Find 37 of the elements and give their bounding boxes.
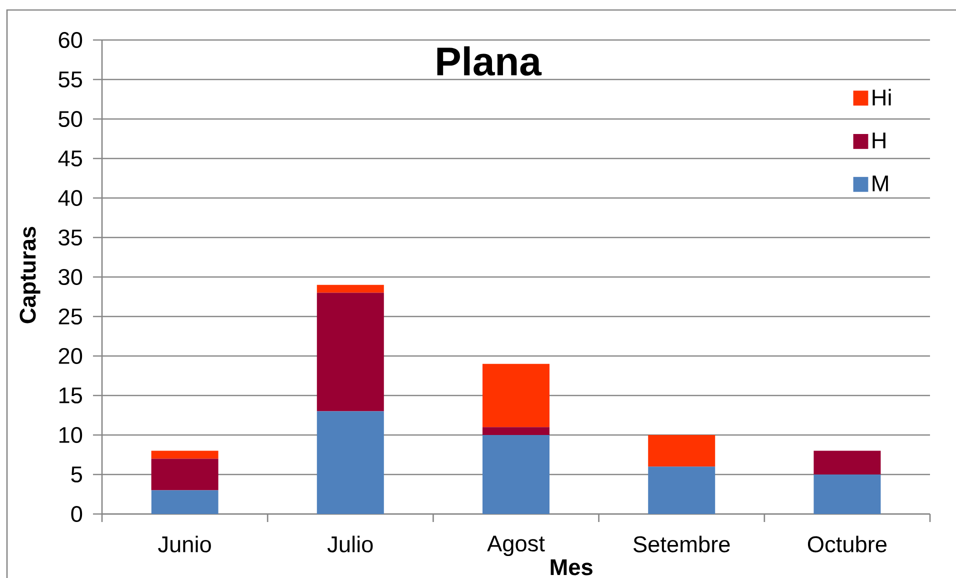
bar [151, 450, 218, 459]
legend-label: Hi [872, 88, 891, 106]
y-tick-label: 30 [58, 268, 82, 286]
legend-label: M [872, 176, 888, 192]
bar [316, 411, 384, 514]
y-tick-label: 50 [58, 110, 82, 128]
bar [316, 292, 384, 412]
y-tick-label: 5 [71, 466, 82, 482]
y-tick-label: 45 [58, 150, 82, 166]
x-axis-title: Mes [550, 559, 592, 576]
y-tick-label: 0 [71, 506, 82, 522]
x-tick-label: Agost [487, 536, 545, 556]
bar [482, 427, 550, 435]
bar [316, 284, 384, 293]
bar [814, 474, 881, 514]
bar [151, 490, 218, 514]
x-tick-label: Julio [327, 536, 373, 552]
chart-title: Plana [437, 46, 542, 76]
bar [482, 364, 550, 428]
y-tick-label: 10 [59, 426, 82, 444]
y-tick-label: 20 [58, 348, 82, 364]
y-tick-label: 55 [58, 72, 82, 88]
bar [482, 435, 550, 514]
bar [151, 458, 218, 490]
bar [648, 435, 716, 467]
bar [648, 466, 716, 514]
y-axis-title: Capturas [20, 226, 40, 324]
y-tick-label: 15 [59, 388, 82, 404]
x-tick-label: Setembre [633, 536, 730, 552]
y-tick-label: 25 [58, 308, 82, 325]
y-tick-label: 60 [58, 32, 82, 48]
x-tick-label: Junio [158, 536, 211, 552]
x-tick-label: Octubre [808, 536, 887, 552]
bar [814, 450, 881, 474]
y-tick-label: 35 [58, 229, 82, 246]
legend-label: H [872, 132, 886, 148]
y-tick-label: 40 [58, 190, 82, 206]
